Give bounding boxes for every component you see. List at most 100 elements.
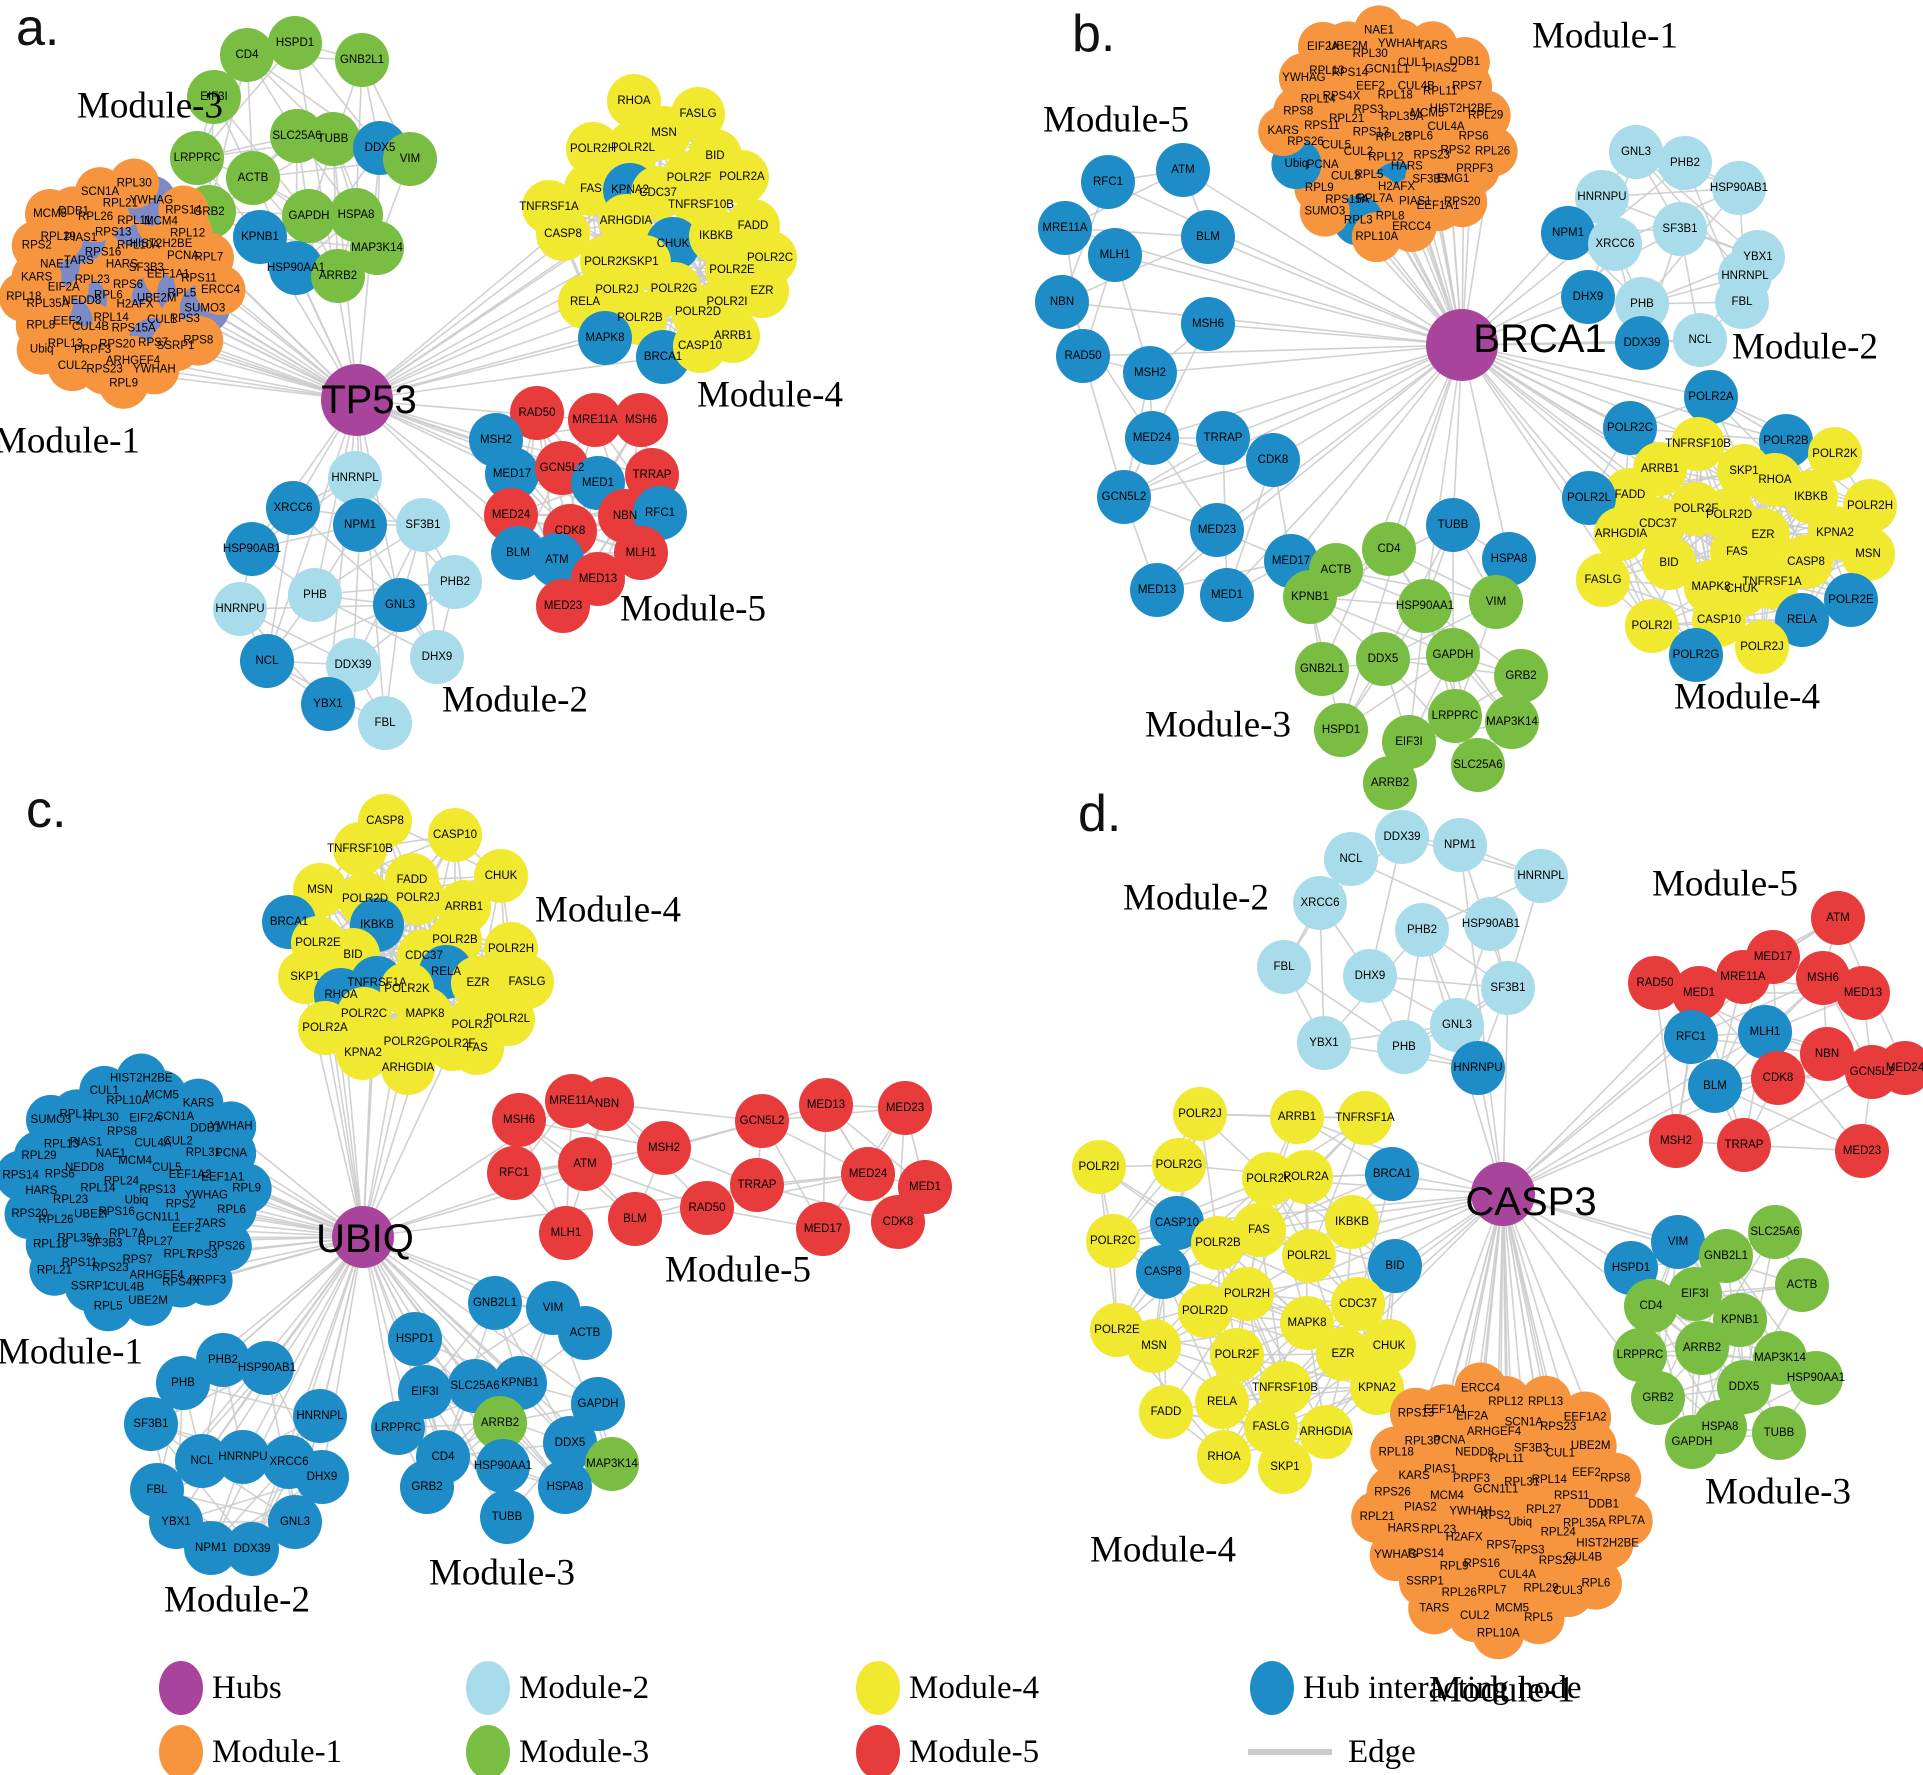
node-sumo3: [25, 1094, 76, 1145]
node-polr2l: [606, 121, 660, 175]
node-rfc1: [487, 1146, 541, 1200]
node-blm: [608, 1192, 662, 1246]
node-polr2l: [1282, 1229, 1336, 1283]
edge: [1123, 344, 1463, 498]
legend-label-module-2: Module-2: [519, 1670, 649, 1706]
node-cdk8: [1751, 1051, 1805, 1105]
edge: [1216, 344, 1463, 531]
edge: [356, 356, 664, 401]
edge: [156, 1367, 268, 1491]
node-rhoa: [1197, 1430, 1251, 1484]
node-fas: [564, 162, 618, 216]
panel-letter: b.: [1072, 5, 1115, 63]
node-ercc4: [195, 265, 246, 316]
node-bid: [1642, 536, 1696, 590]
node-polr2a: [1684, 370, 1738, 424]
panel-letter: d.: [1078, 785, 1121, 843]
edge: [1461, 344, 1631, 496]
node-xrcc6: [1588, 217, 1642, 271]
node-phb2: [196, 1333, 250, 1387]
node-cdk8: [871, 1195, 925, 1249]
edge: [266, 399, 358, 662]
legend-swatch-hubs: [159, 1661, 203, 1715]
node-ddx39: [1615, 316, 1669, 370]
node-mapk8: [1280, 1296, 1334, 1350]
node-lrpprc: [170, 131, 224, 185]
legend-swatch-module-2: [466, 1661, 510, 1715]
node-kpnb1: [233, 210, 287, 264]
node-hsp90ab1: [225, 522, 279, 576]
node-hist2h2be: [116, 1053, 167, 1104]
node-dhx9: [295, 1450, 349, 1504]
node-brca1: [1365, 1147, 1419, 1201]
edge: [1444, 1193, 1504, 1411]
node-rad50: [1056, 329, 1110, 383]
node-rps8: [173, 315, 224, 366]
node-lrpprc: [371, 1401, 425, 1455]
node-fadd: [1139, 1385, 1193, 1439]
node-rpl9: [221, 1163, 272, 1214]
node-arrb2: [311, 249, 365, 303]
node-phb2: [1658, 136, 1712, 190]
panel-letter: c.: [26, 781, 66, 839]
node-vim: [1651, 1215, 1705, 1269]
node-bid: [1368, 1239, 1422, 1293]
node-actb: [226, 151, 280, 205]
module-title: Module-4: [535, 890, 681, 931]
edge: [1502, 1085, 1716, 1195]
node-trrap: [1717, 1118, 1771, 1172]
legend-label-module-4: Module-4: [909, 1670, 1039, 1706]
node-polr2j: [391, 871, 445, 925]
legend-swatch-module-1: [159, 1725, 203, 1775]
node-nbn: [1035, 275, 1089, 329]
node-polr2f: [1210, 1328, 1264, 1382]
node-blm: [1181, 210, 1235, 264]
node-tnfrsf10b: [1671, 417, 1725, 471]
node-cd4: [1624, 1279, 1678, 1333]
node-ube2m: [123, 1275, 174, 1326]
edge: [1182, 169, 1463, 346]
hub-node-brca1: [1426, 309, 1498, 381]
module-title: Module-5: [620, 589, 766, 630]
node-rad50: [1628, 956, 1682, 1010]
node-npm1: [184, 1521, 238, 1575]
module-title: Module-2: [1732, 327, 1878, 368]
edge: [210, 1236, 364, 1549]
edge: [1207, 236, 1463, 346]
node-polr2l: [1562, 471, 1616, 525]
node-med13: [799, 1078, 853, 1132]
node-gapdh: [571, 1377, 625, 1431]
edge: [1461, 344, 1787, 442]
node-mapk8: [578, 311, 632, 365]
node-hspd1: [388, 1312, 442, 1366]
node-atm: [558, 1137, 612, 1191]
node-med13: [1836, 966, 1890, 1020]
node-trrap: [730, 1158, 784, 1212]
node-npm1: [1541, 206, 1595, 260]
node-ddx5: [1356, 632, 1410, 686]
node-npm1: [333, 498, 387, 552]
node-rps14: [158, 185, 209, 236]
legend-label-module-3: Module-3: [519, 1734, 649, 1770]
node-ybx1: [1297, 1016, 1351, 1070]
node-med23: [1835, 1124, 1889, 1178]
node-med24: [1125, 411, 1179, 465]
node-hspd1: [1314, 703, 1368, 757]
node-rps20: [4, 1189, 55, 1240]
node-kpna2: [1350, 1361, 1404, 1415]
node-vim: [383, 132, 437, 186]
node-ubiq: [16, 324, 67, 375]
node-med17: [485, 447, 539, 501]
node-atm: [1811, 891, 1865, 945]
node-arrb1: [1270, 1090, 1324, 1144]
node-tnfrsf10b: [333, 822, 387, 876]
node-msh6: [1181, 297, 1235, 351]
node-hnrnpl: [1514, 849, 1568, 903]
module-title: Module-2: [1123, 878, 1269, 919]
node-hnrnpu: [216, 1430, 270, 1484]
node-gapdh: [282, 189, 336, 243]
node-rps14: [0, 1150, 46, 1201]
legend-label-module-5: Module-5: [909, 1734, 1039, 1770]
node-dhx9: [1561, 270, 1615, 324]
